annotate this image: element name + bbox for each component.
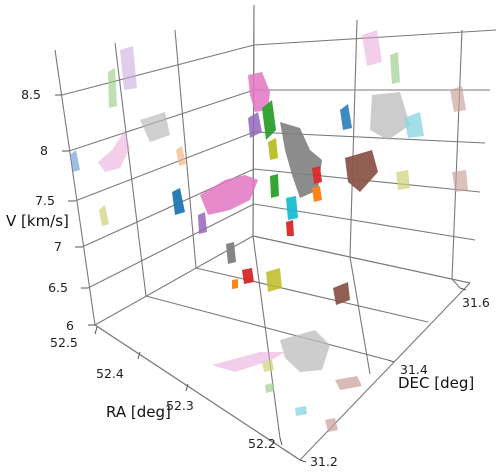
z-tick-label: 8.5	[21, 87, 41, 102]
y-tick-label: 31.2	[310, 454, 338, 469]
blob-green-upper	[262, 100, 276, 140]
x-axis-label: RA [deg]	[106, 403, 171, 421]
blob-brown-right	[345, 150, 378, 192]
blob-orange-floor	[232, 279, 238, 289]
gridline-ra-52.2-floor	[252, 235, 471, 284]
z-tick-label: 7.5	[35, 193, 55, 208]
blob-brown-floor	[333, 282, 350, 305]
y-tick-label: 31.4	[400, 362, 428, 377]
blob-red-floor	[242, 268, 254, 284]
blob-wall-right-olive	[396, 170, 410, 190]
blob-orange-mid	[312, 186, 322, 202]
z-tick-label: 6	[66, 318, 74, 333]
blob-wall-left-orange	[176, 146, 186, 166]
y-axis-label: DEC [deg]	[398, 374, 474, 392]
tick-mark	[137, 351, 141, 360]
blob-wall-left-olive	[99, 205, 109, 226]
gridline-dec-31.6-floor	[451, 278, 461, 289]
z-tick-label: 8	[40, 143, 48, 158]
blob-gray-upper	[280, 122, 322, 198]
blob-olive-low	[266, 268, 282, 292]
z-tick-label: 7	[54, 239, 62, 254]
tick-mark	[185, 383, 189, 392]
blob-wall-right-pink	[362, 30, 382, 66]
blob-green-mid	[270, 174, 279, 198]
blob-wall-left-pink	[98, 130, 130, 172]
blob-red-low	[286, 220, 294, 236]
blob-gray-low	[226, 242, 236, 264]
gridline-ra-52.4-floor	[145, 295, 389, 361]
blob-wall-right-gray	[370, 92, 410, 140]
blob-floor-gray	[280, 330, 330, 372]
blob-wall-right-cyan	[404, 112, 424, 138]
y-tick-label: 31.6	[462, 295, 490, 310]
blob-floor-olive	[262, 360, 274, 372]
gridline-dec-31.2-floor	[252, 235, 281, 439]
blob-red-mid	[312, 166, 322, 184]
x-tick-label: 52.2	[248, 436, 276, 451]
gridline-dec-31.4-floor	[349, 256, 371, 375]
blob-floor-pink	[212, 352, 285, 372]
gridline-dec-31.4-wall	[349, 19, 358, 258]
blob-cyan-mid	[286, 196, 298, 220]
tick-mark	[279, 437, 283, 446]
gridline-ra-52.5-floor	[94, 324, 301, 461]
blob-floor-green	[265, 383, 274, 393]
blob-floor-lightbrown2	[325, 418, 338, 432]
blob-floor-lightbrown	[335, 376, 362, 390]
blob-wall-right-blue	[340, 104, 352, 130]
gridline-z-7.5-left	[74, 131, 255, 202]
gridline-ra-52.3-wall	[174, 29, 197, 269]
blob-purple-left	[198, 212, 207, 234]
blob-wall-left-gray	[140, 112, 170, 142]
x-tick-label: 52.5	[50, 335, 78, 350]
tick-mark	[387, 359, 395, 363]
z-axis-label: V [km/s]	[6, 212, 69, 230]
x-tick-label: 52.4	[96, 366, 124, 381]
emission-blobs	[70, 30, 468, 432]
blob-wall-left-lilac	[120, 46, 137, 90]
blob-pink-upper	[248, 72, 270, 112]
axes: 6 6.5 7 7.5 8 8.5 52.2 52.3 52.4 52.5 31.2 31.4 31.6…	[6, 87, 490, 469]
tick-mark	[459, 287, 467, 291]
tick-mark	[94, 326, 98, 335]
x-tick-label: 52.3	[166, 398, 194, 413]
gridline-dec-31.6-wall	[451, 29, 463, 280]
gridline-ra-52.4-wall	[114, 42, 147, 297]
z-tick-label: 6.5	[48, 280, 68, 295]
blob-wall-right-lightbrown	[450, 86, 466, 112]
blob-pink-main	[200, 175, 258, 215]
blob-floor-cyan	[295, 406, 307, 416]
blob-olive-upper	[268, 138, 278, 160]
blob-wall-left-green	[108, 68, 117, 108]
gridline-ra-52.3-floor	[195, 267, 429, 323]
blob-blue-left	[172, 188, 185, 215]
blob-wall-right-green	[390, 52, 400, 84]
blob-wall-left-blue	[70, 150, 80, 172]
blob-purple-upper	[248, 112, 262, 138]
tick-mark	[299, 459, 307, 463]
gridline-z-8.5-left	[61, 44, 255, 96]
blob-wall-right-lightbrown2	[452, 170, 468, 192]
gridline-z-6.5-left	[87, 203, 255, 289]
gridline-z-6-left	[94, 235, 254, 326]
floor-edge-right	[299, 282, 471, 461]
gridline-ra-52.5-wall	[54, 49, 96, 326]
